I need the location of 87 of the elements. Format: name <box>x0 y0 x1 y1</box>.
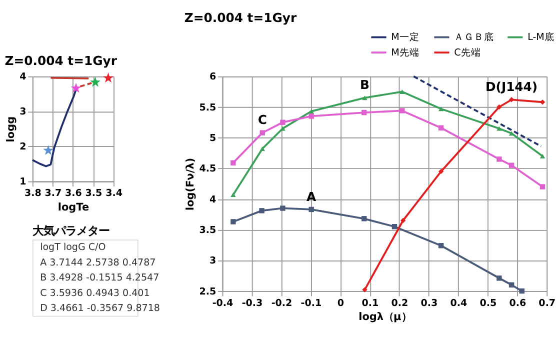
x-tick-label: 3.7 <box>44 188 62 200</box>
x-tick-label: -0.4 <box>212 298 234 309</box>
point <box>103 72 114 83</box>
annotation: D(J144) <box>486 79 538 94</box>
text: 大気パラメター <box>32 224 110 238</box>
point <box>496 104 502 110</box>
x-axis-title: logTe <box>58 201 90 214</box>
text: A 3.7144 2.5738 0.4787 <box>40 257 156 268</box>
point <box>308 206 314 212</box>
point <box>496 126 502 131</box>
point <box>260 130 265 136</box>
point <box>90 76 100 87</box>
point <box>438 106 444 112</box>
point <box>508 162 514 168</box>
x-tick-label: 0.3 <box>420 298 438 309</box>
chart-title: Z=0.004 t=1Gyr <box>184 10 298 25</box>
point <box>308 109 314 114</box>
x-tick-label: 0.7 <box>538 298 556 309</box>
point <box>362 110 367 116</box>
x-tick-label: 0.6 <box>509 298 526 309</box>
y-tick-label: 2 <box>20 142 26 153</box>
y-tick-label: 3 <box>20 106 26 118</box>
text: D 3.4661 -0.3567 9.8718 <box>40 303 160 314</box>
point <box>230 192 236 197</box>
point <box>540 154 546 158</box>
legend-label: L-M底 <box>528 31 554 44</box>
point <box>438 125 444 130</box>
point <box>280 126 286 131</box>
x-tick-label: 0.2 <box>391 298 408 309</box>
point <box>508 282 514 288</box>
point <box>259 208 264 214</box>
annotation: A <box>306 188 317 204</box>
point <box>362 216 367 222</box>
y-tick-label: 4.5 <box>199 164 216 175</box>
legend-label: M先端 <box>391 46 420 58</box>
point <box>400 218 406 224</box>
point <box>400 108 405 114</box>
annotation: B <box>360 77 370 92</box>
y-axis-title: log(Fν/λ) <box>184 158 196 210</box>
point <box>260 146 265 151</box>
x-tick-label: 3.5 <box>85 188 102 200</box>
point <box>438 168 444 174</box>
point <box>519 288 524 294</box>
point <box>496 156 502 162</box>
y-tick-label: 4 <box>209 194 216 206</box>
x-tick-label: 0.1 <box>362 298 379 309</box>
y-axis-title: logg <box>4 116 17 142</box>
point <box>400 89 405 94</box>
y-tick-label: 5 <box>209 133 216 144</box>
text: B 3.4928 -0.1515 4.2547 <box>40 272 160 284</box>
x-tick-label: 3.4 <box>106 188 123 200</box>
x-tick-label: -0.2 <box>271 298 292 309</box>
point <box>362 287 368 292</box>
chart-title: Z=0.004 t=1Gyr <box>4 52 118 68</box>
point <box>438 243 444 248</box>
point <box>280 206 286 211</box>
y-tick-label: 3.5 <box>199 225 216 236</box>
annotation: C <box>258 112 267 128</box>
legend-label: ＡＧＢ底 <box>454 31 494 44</box>
text: logT logG C/O <box>40 242 106 253</box>
point <box>496 276 502 281</box>
point <box>280 120 286 125</box>
point <box>70 82 82 93</box>
x-tick-label: 0.5 <box>480 298 497 309</box>
point <box>43 145 54 155</box>
point <box>392 224 398 230</box>
point <box>230 160 236 166</box>
point <box>230 219 236 224</box>
y-tick-label: 1 <box>20 176 26 188</box>
x-tick-label: 3.8 <box>24 188 42 200</box>
x-tick-label: 3.6 <box>65 188 82 200</box>
text: C 3.5936 0.4943 0.401 <box>40 288 150 299</box>
y-tick-label: 5.5 <box>199 102 216 114</box>
legend-label: M一定 <box>391 31 420 44</box>
legend-label: C先端 <box>454 46 481 58</box>
x-tick-label: 0 <box>337 298 344 309</box>
y-tick-label: 3 <box>209 256 216 267</box>
y-tick-label: 4 <box>20 72 27 83</box>
x-tick-label: 0.4 <box>450 298 468 309</box>
point <box>362 96 368 100</box>
point <box>308 114 314 119</box>
point <box>540 184 546 190</box>
x-axis-title: logλ（μ） <box>358 311 412 324</box>
x-tick-label: -0.1 <box>300 298 322 309</box>
y-tick-label: 6 <box>209 72 216 83</box>
x-tick-label: -0.3 <box>242 298 263 309</box>
y-tick-label: 2.5 <box>199 286 216 298</box>
